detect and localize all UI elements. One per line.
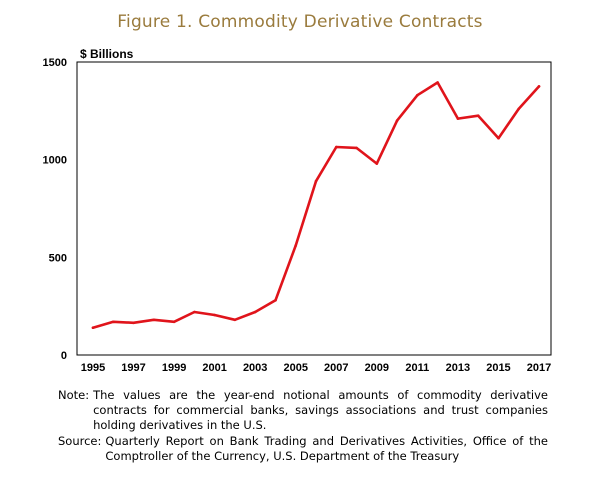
data-point (416, 93, 419, 97)
figure-notes: Note: The values are the year-end notion… (58, 388, 548, 465)
x-tick-label: 2017 (527, 362, 551, 374)
source-label: Source: (58, 434, 102, 448)
data-point (274, 299, 277, 302)
data-point (375, 162, 379, 165)
x-tick-label: 2001 (202, 362, 226, 374)
data-point (193, 310, 196, 314)
x-tick-label: 2015 (486, 362, 510, 374)
plot-frame (76, 61, 552, 356)
series-layer (91, 81, 541, 330)
data-point (395, 119, 399, 122)
data-point (213, 313, 216, 317)
x-tick-label: 1999 (162, 362, 186, 374)
data-point (436, 81, 439, 84)
data-point (253, 310, 257, 314)
data-point (132, 321, 135, 325)
data-point (112, 320, 115, 324)
x-tick-label: 1997 (121, 362, 145, 374)
y-axis: 0 500 1000 1500 (43, 57, 67, 362)
data-point (294, 244, 298, 247)
y-tick-label: 0 (61, 350, 67, 362)
data-point (233, 318, 237, 322)
data-point (517, 107, 520, 111)
figure-title: Figure 1. Commodity Derivative Contracts (117, 12, 483, 32)
y-tick-label: 1000 (43, 155, 67, 167)
y-axis-unit-label: $ Billions (80, 47, 134, 61)
line-chart: $ Billions 0 500 1000 1500 1995 1997 1999 2001… (43, 47, 552, 374)
note-text: The values are the year-end notional amo… (93, 388, 548, 432)
x-axis: 1995 1997 1999 2001 2003 2005 2007 2009 2011 2013… (81, 362, 551, 374)
x-tick-label: 2003 (243, 362, 267, 374)
x-tick-label: 2009 (365, 362, 389, 374)
data-point (537, 85, 541, 88)
series-line (91, 81, 541, 330)
data-point (91, 326, 95, 330)
x-tick-label: 2011 (405, 362, 429, 374)
note-row: Note: The values are the year-end notion… (58, 388, 548, 433)
x-tick-label: 2013 (446, 362, 470, 374)
data-point (456, 117, 460, 120)
x-tick-label: 2007 (324, 362, 348, 374)
data-point (314, 179, 318, 183)
data-point (476, 114, 480, 117)
data-point (172, 320, 176, 324)
x-tick-label: 1995 (81, 362, 105, 374)
note-label: Note: (58, 388, 90, 402)
y-tick-label: 1500 (43, 57, 67, 69)
data-point (497, 136, 500, 140)
x-tick-label: 2005 (283, 362, 307, 374)
source-row: Source: Quarterly Report on Bank Trading… (58, 434, 548, 464)
data-point (335, 145, 338, 149)
data-point (152, 318, 156, 322)
data-point (355, 146, 358, 150)
source-text: Quarterly Report on Bank Trading and Der… (105, 434, 548, 463)
y-tick-label: 500 (49, 252, 67, 264)
